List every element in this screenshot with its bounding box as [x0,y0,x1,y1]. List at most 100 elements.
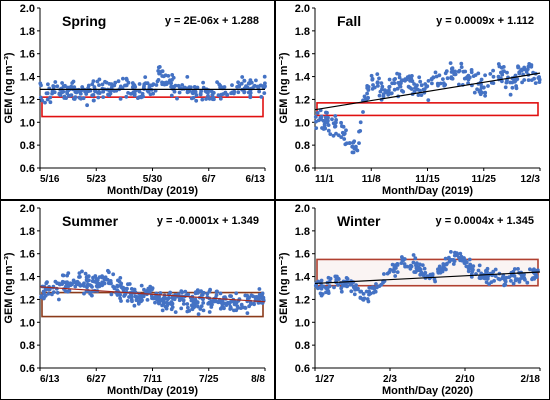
data-point [333,124,337,129]
trend-line [314,72,541,111]
data-point [132,92,137,97]
data-point [166,296,171,301]
data-point [189,298,194,303]
data-point [375,72,380,76]
data-point [390,262,395,267]
data-point [501,276,506,281]
data-point [339,135,344,140]
data-point [249,80,254,85]
data-point [438,81,443,86]
data-point [477,263,482,268]
data-point [225,92,229,97]
x-tick-label: 11/25 [472,174,497,185]
data-point [181,302,186,306]
data-point [130,85,135,90]
data-point [100,82,105,87]
data-point [91,93,96,97]
data-point [500,72,505,77]
data-point [204,97,209,101]
data-point [216,93,221,98]
data-point [187,85,192,90]
data-point [234,291,239,296]
data-point [469,70,474,75]
data-point [67,85,71,90]
data-point [345,284,350,288]
data-point [370,77,375,81]
data-point [393,274,398,278]
data-point [245,293,250,298]
data-point [218,306,223,311]
data-point [459,61,464,66]
data-point [186,292,191,297]
data-point [83,271,88,276]
data-point [362,94,367,99]
data-point [153,300,157,305]
data-point [408,266,413,271]
data-point [139,295,144,299]
data-point [339,120,343,125]
data-point [79,96,83,101]
data-point [46,292,51,296]
data-point [514,86,519,91]
data-point [228,305,233,309]
data-point [48,95,53,100]
data-point [442,266,447,271]
data-point [107,82,112,86]
data-point [434,74,439,79]
data-point [395,86,400,91]
data-point [381,92,386,96]
data-point [529,78,534,82]
data-point [342,137,347,141]
data-point [401,89,406,94]
data-point [332,285,336,290]
data-point [511,281,516,286]
chart-svg: 0.6 0.8 1.0 1.2 1.4 1.6 1.8 2.0 6/13 6/27 7/11 7/25… [3,203,266,397]
data-point [537,80,542,84]
data-point [444,69,449,73]
data-point [207,289,212,294]
data-point [124,94,129,99]
data-point [395,270,400,274]
trend-equation: y = 0.0004x + 1.345 [436,215,534,227]
data-point [481,85,486,90]
trend-equation: y = 0.0009x + 1.112 [436,15,534,27]
data-point [101,95,106,99]
data-point [461,69,466,74]
data-point [418,88,422,93]
data-point [468,262,473,267]
data-point [90,293,94,298]
data-point [361,110,365,114]
data-point [458,251,463,256]
data-point [536,268,540,273]
data-point [118,97,123,101]
data-point [199,289,204,294]
data-point [222,306,226,311]
y-tick-label: 1.4 [20,72,36,84]
x-tick-label: 5/23 [87,174,107,185]
data-point [40,294,44,299]
data-point [262,91,267,95]
data-point [94,277,99,281]
data-point [467,257,472,262]
data-point [466,73,471,78]
data-point [51,290,56,294]
data-point [388,267,393,272]
data-point [96,281,101,286]
data-point [80,85,85,89]
data-point [237,83,242,88]
data-point [257,89,261,94]
chart-panel-fall: 0.6 0.8 1.0 1.2 1.4 1.6 1.8 2.0 11/1 11/8 11/15 11/… [275,0,550,200]
data-point [466,269,471,274]
data-point [245,311,250,315]
data-point [503,85,508,90]
data-point [91,275,95,280]
data-point [185,75,190,79]
data-point [87,283,92,287]
data-point [421,87,426,92]
data-point [326,123,331,127]
data-point [82,284,86,288]
data-point [207,310,212,314]
data-point [122,294,126,298]
data-point [352,139,357,144]
data-point [365,91,369,96]
